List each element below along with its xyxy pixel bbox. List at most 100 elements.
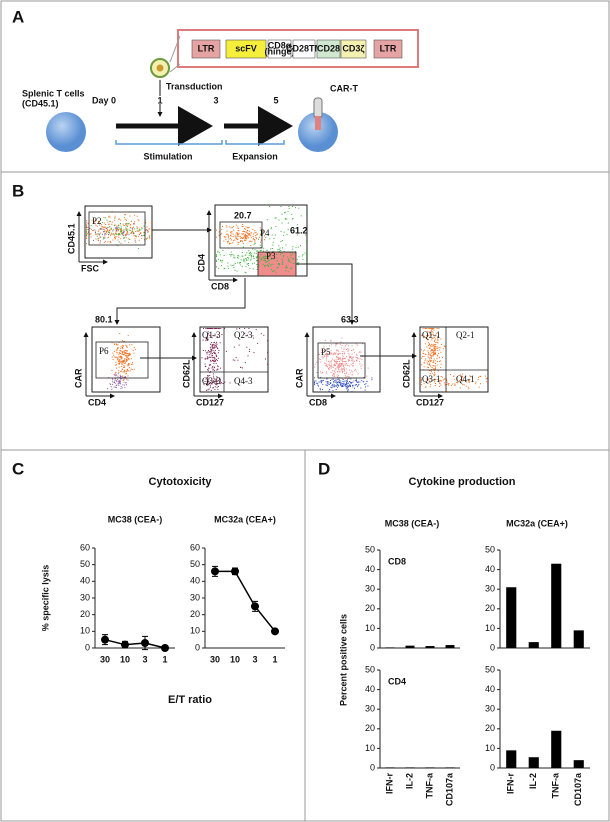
event-dot	[285, 265, 287, 267]
event-dot	[321, 355, 323, 357]
event-dot	[228, 240, 229, 242]
event-dot	[229, 382, 231, 384]
event-dot	[421, 381, 422, 383]
segment-label: LTR	[198, 43, 215, 53]
event-dot	[120, 376, 121, 378]
event-dot	[343, 348, 345, 350]
event-dot	[279, 247, 281, 249]
event-dot	[356, 357, 358, 358]
event-dot	[116, 343, 117, 345]
event-dot	[87, 226, 89, 228]
event-dot	[260, 239, 262, 241]
event-dot	[426, 328, 428, 329]
event-dot	[336, 381, 338, 383]
event-dot	[252, 239, 254, 241]
event-dot	[428, 363, 430, 365]
event-dot	[431, 334, 433, 335]
event-dot	[247, 233, 249, 235]
event-dot	[86, 243, 87, 245]
event-dot	[118, 356, 120, 358]
event-dot	[215, 381, 217, 383]
event-dot	[349, 385, 351, 387]
event-dot	[244, 332, 246, 334]
event-dot	[250, 245, 252, 247]
event-dot	[349, 385, 351, 387]
event-dot	[216, 356, 218, 358]
event-dot	[231, 227, 233, 229]
event-dot	[123, 353, 125, 355]
event-dot	[450, 374, 451, 376]
event-dot	[121, 347, 123, 348]
event-dot	[280, 206, 282, 207]
event-dot	[90, 229, 92, 231]
event-dot	[115, 237, 116, 239]
event-dot	[114, 344, 115, 346]
event-dot	[326, 378, 328, 380]
event-dot	[259, 227, 261, 229]
event-dot	[236, 238, 238, 240]
event-dot	[111, 233, 113, 235]
event-dot	[267, 261, 269, 263]
event-dot	[230, 235, 231, 236]
event-dot	[434, 351, 436, 353]
event-dot	[335, 380, 337, 382]
event-dot	[119, 353, 121, 354]
event-dot	[230, 231, 232, 233]
event-dot	[320, 371, 321, 373]
event-dot	[434, 373, 436, 375]
event-dot	[217, 365, 219, 367]
event-dot	[93, 221, 95, 223]
event-dot	[126, 353, 128, 355]
event-dot	[431, 372, 433, 374]
event-dot	[216, 384, 218, 386]
event-dot	[213, 347, 215, 349]
x-tick-label: IL-2	[528, 773, 538, 789]
event-dot	[328, 364, 330, 366]
event-dot	[228, 235, 230, 237]
event-dot	[131, 369, 133, 371]
event-dot	[335, 352, 337, 354]
event-dot	[348, 376, 350, 378]
gate	[88, 211, 146, 246]
event-dot	[435, 383, 436, 384]
event-dot	[333, 382, 335, 384]
event-dot	[433, 358, 435, 360]
event-dot	[214, 367, 215, 369]
event-dot	[125, 227, 127, 229]
event-dot	[441, 343, 442, 345]
event-dot	[433, 351, 435, 353]
event-dot	[427, 342, 429, 344]
event-dot	[132, 363, 134, 365]
event-dot	[212, 387, 214, 389]
event-dot	[219, 377, 221, 379]
event-dot	[217, 352, 219, 354]
event-dot	[245, 238, 247, 240]
gate-percent: 61.2	[290, 225, 308, 235]
event-dot	[321, 380, 323, 382]
event-dot	[349, 369, 351, 371]
event-dot	[426, 330, 428, 332]
event-dot	[214, 386, 216, 388]
event-dot	[440, 363, 442, 365]
event-dot	[429, 362, 431, 364]
event-dot	[211, 342, 213, 344]
event-dot	[342, 383, 344, 385]
event-dot	[130, 353, 132, 355]
event-dot	[477, 378, 479, 380]
event-dot	[260, 333, 262, 335]
event-dot	[121, 232, 123, 234]
event-dot	[349, 381, 351, 383]
event-dot	[440, 360, 442, 362]
event-dot	[359, 351, 361, 353]
event-dot	[114, 364, 116, 366]
y-tick-label: 40	[365, 564, 375, 574]
event-dot	[243, 231, 245, 232]
connector	[169, 35, 181, 63]
event-dot	[427, 366, 429, 368]
bar	[425, 767, 435, 768]
event-dot	[227, 242, 229, 244]
event-dot	[132, 232, 134, 234]
event-dot	[237, 255, 239, 256]
event-dot	[338, 381, 340, 383]
event-dot	[115, 371, 117, 373]
